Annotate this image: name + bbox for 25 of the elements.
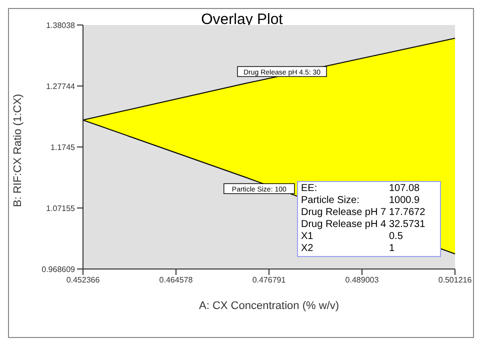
annotation: X2: [301, 243, 314, 255]
annotation: Particle Size:: [301, 195, 360, 207]
annotation: 107.08: [389, 183, 421, 195]
chart-title: Overlay Plot: [201, 11, 283, 28]
annotation: 1000.9: [389, 195, 421, 207]
annotation: EE:: [301, 183, 318, 195]
y-tick-label: 1.38038: [46, 20, 76, 30]
annotation: 1: [389, 243, 396, 255]
annotation: Drug Release pH 7: [301, 207, 388, 219]
x-axis-title: A: CX Concentration (% w/v): [199, 300, 339, 312]
x-tick-label: 0.476791: [252, 276, 286, 285]
annotation: 17.7672: [389, 207, 426, 219]
y-tick-label: 1.07155: [46, 204, 76, 213]
y-axis-title: B: RIF:CX Ratio (1:CX): [12, 94, 24, 207]
annotation: X1: [301, 231, 314, 243]
y-tick-label: 1.27744: [46, 82, 76, 91]
y-tick-label: 1.1745: [50, 142, 76, 152]
x-tick-label: 0.452366: [66, 276, 100, 285]
annotation: 32.5731: [389, 219, 426, 231]
x-tick-label: 0.501216: [438, 276, 472, 285]
annotation: Drug Release pH 4: [301, 219, 388, 231]
x-tick-label: 0.464578: [159, 276, 194, 285]
x-tick-label: 0.489003: [345, 276, 380, 285]
annotation: 0.5: [389, 231, 404, 243]
y-tick-label: 0.968609: [42, 264, 76, 274]
